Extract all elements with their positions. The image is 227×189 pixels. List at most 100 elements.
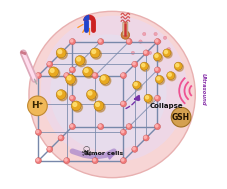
Circle shape	[84, 68, 93, 78]
Circle shape	[93, 159, 95, 161]
Text: ☠: ☠	[80, 146, 91, 159]
Circle shape	[143, 50, 148, 56]
Circle shape	[162, 49, 170, 57]
Circle shape	[156, 77, 159, 80]
Circle shape	[163, 36, 166, 40]
Circle shape	[121, 74, 123, 76]
Circle shape	[65, 74, 75, 84]
Circle shape	[99, 74, 109, 84]
Circle shape	[127, 40, 129, 42]
Circle shape	[48, 67, 58, 77]
Circle shape	[132, 62, 135, 65]
Circle shape	[27, 96, 47, 116]
Circle shape	[121, 102, 123, 104]
Circle shape	[58, 50, 64, 56]
Circle shape	[153, 53, 161, 61]
Circle shape	[126, 124, 132, 130]
Circle shape	[145, 95, 153, 103]
Text: Tumor cells: Tumor cells	[82, 151, 122, 156]
Circle shape	[121, 31, 129, 39]
Circle shape	[154, 54, 157, 57]
Circle shape	[29, 11, 194, 178]
Circle shape	[120, 129, 126, 135]
Circle shape	[91, 49, 101, 59]
Circle shape	[127, 125, 129, 127]
Circle shape	[133, 82, 141, 90]
Circle shape	[91, 50, 95, 53]
Text: GSH: GSH	[171, 113, 189, 122]
Circle shape	[175, 64, 178, 67]
Circle shape	[87, 91, 97, 101]
Circle shape	[131, 61, 137, 67]
Circle shape	[50, 68, 59, 78]
FancyBboxPatch shape	[122, 22, 127, 36]
Circle shape	[35, 101, 41, 107]
Circle shape	[121, 159, 123, 161]
Circle shape	[76, 57, 80, 61]
Circle shape	[154, 39, 160, 45]
Circle shape	[88, 91, 91, 95]
Circle shape	[154, 95, 160, 101]
Circle shape	[35, 129, 41, 135]
Circle shape	[73, 103, 76, 106]
Circle shape	[50, 69, 54, 72]
Circle shape	[131, 146, 137, 152]
Circle shape	[156, 77, 164, 84]
Circle shape	[67, 76, 76, 86]
Circle shape	[98, 125, 101, 127]
Circle shape	[72, 102, 82, 112]
Circle shape	[138, 40, 142, 43]
Circle shape	[155, 96, 157, 99]
Circle shape	[141, 64, 144, 67]
Circle shape	[143, 135, 148, 141]
Circle shape	[70, 125, 73, 127]
Circle shape	[145, 96, 148, 99]
Circle shape	[59, 136, 61, 138]
Circle shape	[69, 124, 75, 130]
Circle shape	[64, 74, 67, 76]
Circle shape	[70, 96, 73, 99]
Circle shape	[157, 40, 160, 43]
Circle shape	[92, 158, 98, 164]
Circle shape	[82, 67, 92, 77]
Circle shape	[154, 124, 160, 130]
Circle shape	[155, 125, 157, 127]
Circle shape	[36, 74, 39, 76]
Circle shape	[56, 48, 66, 58]
Circle shape	[58, 50, 61, 53]
Circle shape	[120, 158, 126, 164]
Circle shape	[163, 50, 171, 58]
Circle shape	[48, 147, 50, 150]
Circle shape	[95, 103, 99, 106]
Circle shape	[86, 90, 96, 99]
Circle shape	[92, 73, 98, 79]
Circle shape	[84, 69, 88, 72]
Circle shape	[50, 34, 166, 151]
Circle shape	[90, 48, 100, 58]
Text: H⁺: H⁺	[31, 101, 43, 110]
Circle shape	[154, 54, 162, 62]
Circle shape	[97, 124, 103, 130]
Circle shape	[155, 40, 157, 42]
Text: Collapse: Collapse	[149, 103, 183, 109]
Circle shape	[132, 81, 140, 89]
Circle shape	[70, 40, 73, 42]
Circle shape	[75, 56, 84, 65]
Circle shape	[71, 101, 81, 111]
Circle shape	[175, 63, 183, 71]
Circle shape	[98, 40, 101, 42]
Circle shape	[47, 61, 52, 67]
Circle shape	[36, 102, 39, 104]
Circle shape	[69, 95, 75, 101]
Circle shape	[69, 39, 75, 45]
Circle shape	[36, 130, 39, 133]
Circle shape	[143, 94, 151, 102]
Circle shape	[131, 51, 134, 55]
Circle shape	[57, 49, 67, 59]
Circle shape	[154, 67, 160, 73]
Circle shape	[121, 31, 129, 39]
Circle shape	[95, 102, 105, 112]
Circle shape	[173, 62, 182, 70]
Circle shape	[141, 63, 149, 71]
Circle shape	[101, 76, 105, 80]
